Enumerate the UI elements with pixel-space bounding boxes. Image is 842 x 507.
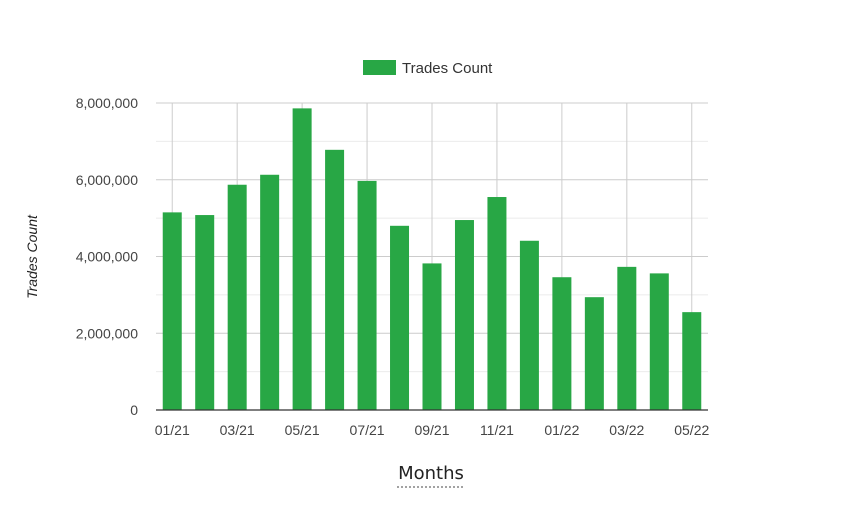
axes: 0 2,000,000 4,000,000 6,000,000 8,000,000 01/… [76, 95, 710, 438]
bar-02-22 [584, 297, 604, 410]
bar-10-21 [454, 220, 474, 410]
y-axis-title: Trades Count [24, 214, 40, 299]
bar-05-21 [292, 108, 312, 410]
legend[interactable]: Trades Count [363, 60, 493, 77]
x-tick-label: 09/21 [414, 422, 449, 438]
x-tick-label: 03/21 [220, 422, 255, 438]
bar-04-21 [260, 174, 280, 410]
y-tick-label: 4,000,000 [76, 249, 138, 265]
bar-07-21 [357, 180, 377, 410]
legend-label: Trades Count [402, 60, 493, 77]
x-tick-label: 07/21 [350, 422, 385, 438]
bar-08-21 [390, 225, 410, 410]
x-axis-title[interactable]: Months [398, 463, 464, 484]
x-tick-label: 01/21 [155, 422, 190, 438]
x-tick-label: 01/22 [544, 422, 579, 438]
bar-03-21 [227, 184, 247, 410]
bar-09-21 [422, 263, 442, 410]
bar-04-22 [649, 273, 669, 410]
bar-02-21 [195, 215, 215, 410]
bar-01-21 [162, 212, 182, 410]
x-tick-label: 05/21 [285, 422, 320, 438]
y-tick-label: 2,000,000 [76, 325, 138, 341]
bar-06-21 [325, 149, 345, 410]
bar-03-22 [617, 266, 637, 410]
y-tick-label: 8,000,000 [76, 95, 138, 111]
y-tick-label: 6,000,000 [76, 172, 138, 188]
bar-01-22 [552, 277, 572, 410]
bars [162, 108, 702, 410]
x-tick-label: 05/22 [674, 422, 709, 438]
y-tick-label: 0 [130, 402, 138, 418]
x-tick-label: 03/22 [609, 422, 644, 438]
bar-05-22 [682, 312, 702, 410]
legend-swatch [363, 60, 396, 75]
bar-12-21 [519, 240, 539, 410]
bar-11-21 [487, 197, 507, 410]
x-tick-label: 11/21 [480, 422, 514, 438]
